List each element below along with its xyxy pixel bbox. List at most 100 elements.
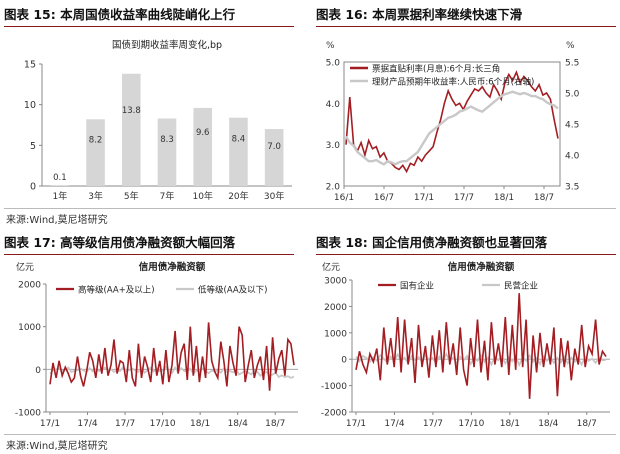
x-tick-label: 18/1 [494, 193, 514, 203]
bar [122, 73, 141, 186]
y-right-tick-label: 5.0 [565, 90, 580, 100]
data-label: 0.1 [53, 173, 67, 183]
x-tick-label: 1年 [52, 190, 67, 202]
y-tick-label: 1000 [324, 329, 347, 339]
figure-15-text: 本周国债收益率曲线陡峭化上行 [60, 7, 236, 22]
chart-17-high-grade-financing: 信用债净融资额 亿元 -1000 0 1000 2000 17/1 17/4 17/7 17/10… [15, 261, 298, 429]
y-tick-label: 10 [24, 100, 36, 111]
chart-15-treasury-yield-change: 国债到期收益率周变化,bp 0 5 10 15 0.1 1年 8.2 3年 13.8 5年 8.3 7年… [24, 39, 292, 202]
x-tick-label: 18/4 [228, 419, 248, 429]
data-label: 8.3 [160, 135, 174, 145]
x-tick-label: 17/10 [150, 419, 176, 429]
x-tick-label: 5年 [124, 190, 139, 202]
x-tick-label: 18/1 [500, 419, 520, 429]
x-tick-label: 30年 [264, 190, 284, 202]
data-label: 8.4 [232, 135, 246, 145]
y-tick-label: 15 [24, 60, 36, 71]
data-label: 13.8 [122, 106, 141, 116]
x-tick-label: 18/7 [577, 419, 597, 429]
plot-frame [343, 61, 561, 187]
x-tick-label: 16/7 [374, 193, 394, 203]
x-tick-label: 18/7 [265, 419, 285, 429]
y-tick-label: 0 [341, 356, 347, 366]
source-note-bottom: 来源:Wind,莫尼塔研究 [6, 441, 108, 452]
series-line [355, 293, 607, 399]
y-left-tick-label: 5.0 [326, 59, 341, 69]
y-tick-label: 0 [30, 182, 36, 193]
figure-17-text: 高等级信用债净融资额大幅回落 [60, 235, 236, 250]
y-unit-left: 亿元 [16, 261, 34, 273]
y-right-tick-label: 4.5 [565, 121, 579, 131]
chart-title: 国债到期收益率周变化,bp [112, 39, 222, 51]
y-unit-right: % [566, 41, 575, 51]
source-rule-top [4, 208, 616, 209]
legend-label: 国有企业 [400, 281, 434, 292]
y-right-tick-label: 5.5 [565, 59, 579, 69]
y-tick-label: 0 [35, 366, 41, 376]
series-line [49, 322, 295, 391]
legend-label: 低等级(AA及以下) [198, 285, 268, 296]
bar [264, 129, 284, 186]
x-tick-label: 17/7 [115, 419, 135, 429]
x-tick-label: 17/7 [423, 419, 443, 429]
x-tick-label: 17/7 [454, 193, 474, 203]
legend-label: 高等级(AA+及以上) [78, 285, 155, 296]
x-tick-label: 18/4 [538, 419, 558, 429]
bar [157, 118, 177, 186]
figure-16-text: 本周票据利率继续快速下滑 [372, 7, 523, 22]
y-left-tick-label: 2.0 [326, 183, 341, 193]
chart-16-bill-rates: % % 2.0 3.0 4.0 5.0 3.5 4.0 4.5 5.0 5.5 16/1 16/7 17/… [326, 41, 580, 203]
x-tick-label: 17/1 [346, 419, 366, 429]
data-label: 8.2 [89, 136, 103, 146]
chart-title: 信用债净融资额 [448, 261, 515, 273]
y-left-tick-label: 3.0 [326, 141, 341, 151]
figure-16-title: 图表 16: 本周票据利率继续快速下滑 [316, 4, 522, 23]
y-unit-left: 亿元 [322, 261, 340, 273]
figure-15-rule [4, 26, 294, 27]
x-tick-label: 17/4 [77, 419, 97, 429]
y-right-tick-label: 4.0 [565, 152, 580, 162]
x-tick-label: 7年 [160, 190, 175, 202]
x-tick-label: 17/1 [40, 419, 60, 429]
figure-18-text: 国企信用债净融资额也显著回落 [372, 235, 548, 250]
x-tick-label: 17/1 [414, 193, 434, 203]
y-tick-label: 3000 [324, 277, 347, 287]
y-left-tick-label: 4.0 [326, 100, 341, 110]
x-tick-label: 17/4 [384, 419, 404, 429]
data-label: 7.0 [267, 142, 281, 152]
figure-17-label: 图表 17: [4, 235, 56, 250]
x-tick-label: 10年 [192, 190, 212, 202]
series-line-bill-rate [345, 70, 559, 174]
figure-16-label: 图表 16: [316, 7, 368, 22]
legend-label: 理财产品预期年收益率:人民币:6个月(右轴) [372, 77, 534, 88]
y-tick-label: 1000 [18, 323, 41, 333]
x-tick-label: 18/1 [190, 419, 210, 429]
y-tick-label: -1000 [15, 409, 41, 419]
x-tick-label: 3年 [88, 190, 103, 202]
figure-17-rule [4, 254, 294, 255]
bar [50, 185, 70, 186]
figure-17-title: 图表 17: 高等级信用债净融资额大幅回落 [4, 232, 235, 251]
figure-18-label: 图表 18: [316, 235, 368, 250]
figure-15-title: 图表 15: 本周国债收益率曲线陡峭化上行 [4, 4, 235, 23]
figure-15-label: 图表 15: [4, 7, 56, 22]
figure-18-rule [316, 254, 616, 255]
source-note-top: 来源:Wind,莫尼塔研究 [6, 215, 108, 226]
x-tick-label: 17/10 [458, 419, 484, 429]
chart-18-soe-financing: 信用债净融资额 亿元 -2000 -1000 0 1000 2000 3000 17/1 17/4… [321, 261, 610, 429]
bar [229, 117, 248, 186]
x-tick-label: 20年 [228, 190, 248, 202]
x-tick-label: 18/7 [534, 193, 554, 203]
source-rule-bottom [4, 434, 616, 435]
bar [86, 119, 105, 186]
y-right-tick-label: 3.5 [565, 183, 579, 193]
series-line-wealth-yield [344, 90, 559, 166]
data-label: 9.6 [196, 128, 210, 138]
x-tick-label: 16/1 [334, 193, 354, 203]
legend-label: 民营企业 [504, 281, 538, 292]
y-tick-label: 2000 [18, 281, 41, 291]
chart-title: 信用债净融资额 [139, 261, 206, 273]
bar [193, 107, 212, 186]
y-unit-left: % [326, 41, 335, 51]
figure-18-title: 图表 18: 国企信用债净融资额也显著回落 [316, 232, 547, 251]
